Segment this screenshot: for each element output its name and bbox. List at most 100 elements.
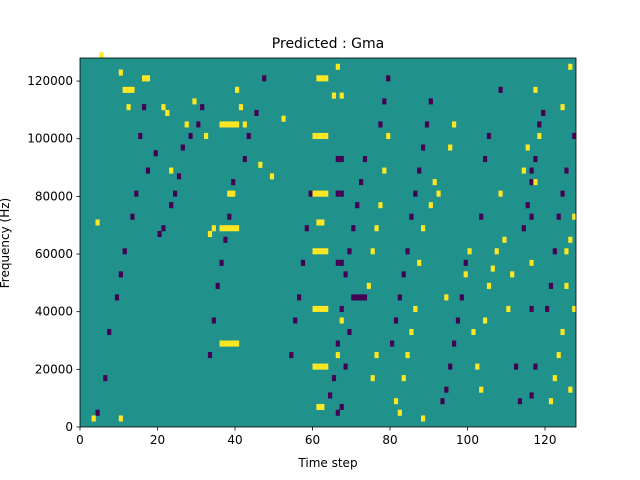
heatmap-cell-low [297,294,302,301]
heatmap-cell-low [173,190,178,197]
x-tick-label: 0 [76,433,84,447]
heatmap-cell-low [339,403,344,411]
heatmap-cell-low [483,156,488,163]
heatmap-cell-low [498,86,503,93]
heatmap-cell-low [362,156,368,163]
heatmap-cell-high [126,86,131,93]
heatmap-cell-low [452,340,457,347]
heatmap-cell-high [118,69,123,76]
heatmap-cell-high [366,282,371,289]
x-axis-label: Time step [297,456,357,470]
heatmap-cell-high [335,352,340,359]
heatmap-cell-high [312,132,317,140]
heatmap-cell-low [355,202,360,209]
heatmap-cell-high [316,363,321,370]
heatmap-cell-high [207,230,213,238]
y-tick-label: 60000 [35,247,73,261]
heatmap-cell-high [235,121,240,128]
heatmap-cell-high [374,225,379,232]
heatmap-cell-low [560,190,565,197]
heatmap-cell-high [204,132,209,140]
y-axis-label: Frequency (Hz) [0,198,12,289]
y-tick-label: 80000 [35,189,73,203]
heatmap-cell-high [227,225,232,232]
heatmap-cell-low [138,132,143,140]
heatmap-cell-high [428,202,433,209]
heatmap-cell-high [502,236,507,243]
plot-area [79,52,577,428]
heatmap-cell-high [223,340,228,347]
heatmap-cell-low [227,213,232,220]
heatmap-cell-high [281,115,286,122]
heatmap-cell-high [316,75,321,82]
heatmap-cell-low [122,248,127,255]
heatmap-cell-high [231,340,236,347]
heatmap-cell-low [564,167,569,174]
heatmap-cell-high [374,352,379,359]
heatmap-cell-high [564,248,569,255]
heatmap-cell-high [444,294,449,301]
heatmap-cell-high [436,190,441,197]
heatmap-cell-low [300,259,306,266]
heatmap-cell-high [312,248,317,255]
heatmap-cell-low [525,202,530,209]
heatmap-cell-high [572,213,577,220]
y-tick-label: 0 [65,420,73,434]
heatmap-cell-high [533,86,538,93]
heatmap-cell-high [393,398,399,405]
heatmap-cell-low [459,294,464,301]
x-tick-label: 20 [150,433,165,447]
heatmap-cell-low [335,409,340,416]
heatmap-cell-low [180,144,185,151]
heatmap-cell-high [452,121,457,128]
heatmap-cell-low [455,317,461,324]
heatmap-cell-low [409,213,414,220]
heatmap-cell-high [316,219,321,226]
heatmap-cell-low [254,109,259,116]
heatmap-cell-low [215,282,220,289]
heatmap-cell-high [130,86,135,93]
heatmap-cell-high [475,363,480,370]
heatmap-cell-low [304,225,309,232]
heatmap-background [80,58,576,427]
heatmap-cell-high [417,259,422,266]
heatmap-cell-low [219,259,224,266]
heatmap-cell-high [432,179,437,186]
heatmap-cell-high [537,132,542,140]
heatmap-cell-low [397,294,402,301]
heatmap-cell-low [130,213,135,220]
y-tick-label: 40000 [35,305,73,319]
heatmap-cell-low [331,375,337,382]
heatmap-cell-low [293,317,298,324]
heatmap-cell-low [308,190,313,197]
heatmap-cell-low [382,98,387,105]
x-tick-label: 60 [305,433,320,447]
heatmap-cell-high [548,398,554,405]
heatmap-cell-high [320,305,325,312]
heatmap-cell-high [235,86,240,93]
heatmap-cell-low [552,248,557,255]
heatmap-cell-low [444,386,449,393]
heatmap-cell-high [231,225,236,232]
y-tick-label: 120000 [27,74,73,88]
heatmap-cell-high [169,167,174,174]
heatmap-cell-low [347,328,352,336]
heatmap-cell-high [401,375,406,382]
heatmap-cell-low [556,213,561,220]
heatmap-cell-high [510,271,515,278]
heatmap-cell-low [196,121,201,128]
heatmap-cell-high [238,104,244,111]
x-tick-label: 80 [382,433,397,447]
heatmap-cell-high [324,248,329,255]
heatmap-cell-high [405,352,410,359]
heatmap-cell-low [223,236,228,243]
heatmap-cell-high [506,305,511,312]
heatmap-cell-low [335,259,340,266]
heatmap-cell-high [467,248,472,255]
heatmap-cell-low [393,317,399,324]
heatmap-cell-high [568,63,573,70]
heatmap-cell-high [370,375,375,382]
heatmap-cell-high [324,75,329,82]
heatmap-cell-high [370,248,375,255]
